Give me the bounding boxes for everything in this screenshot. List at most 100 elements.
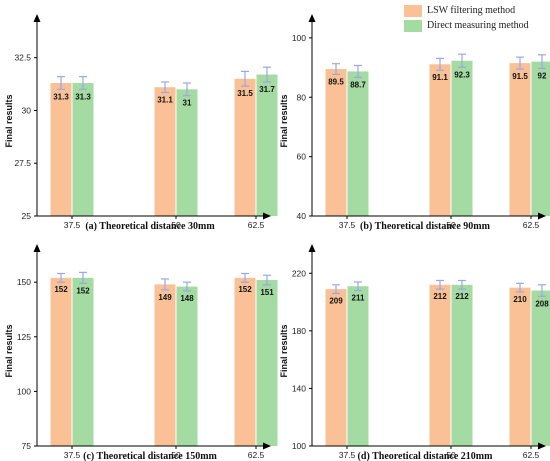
legend-swatch-lsw — [404, 4, 422, 17]
errorbar-b-direct-1 — [458, 53, 466, 68]
y-tick-label-c-0: 75 — [22, 441, 32, 451]
y-tick-label-b-0: 40 — [297, 211, 307, 221]
data-label-b-lsw-2: 91.5 — [512, 72, 528, 81]
x-tick-label-b-1: 50 — [446, 220, 456, 230]
errorbar-d-lsw-1 — [436, 279, 444, 290]
bar-d-lsw-2 — [509, 287, 531, 446]
data-label-b-direct-0: 88.7 — [350, 80, 366, 89]
y-tick-label-b-1: 60 — [297, 152, 307, 162]
bar-a-direct-1 — [176, 89, 198, 216]
y-tick-label-c-3: 150 — [17, 277, 31, 287]
errorbar-b-direct-2 — [538, 54, 546, 70]
x-axis-arrow-c — [263, 442, 271, 450]
x-tick-label-c-1: 50 — [171, 450, 181, 460]
errorbar-c-direct-0 — [79, 271, 87, 284]
chart-panel-b: 89.5 91.1 91.5 88.7 92.3 92 40 60 80 100 37.5 50 62.… — [279, 14, 550, 232]
bar-d-lsw-1 — [429, 284, 451, 446]
bar-b-lsw-2 — [509, 63, 531, 216]
errorbar-b-direct-0 — [354, 64, 362, 78]
errorbar-c-lsw-1 — [161, 278, 169, 291]
y-tick-label-c-2: 125 — [17, 332, 31, 342]
data-label-a-lsw-1: 31.1 — [157, 96, 173, 105]
legend: LSW filtering method Direct measuring me… — [404, 3, 529, 33]
x-tick-label-d-0: 37.5 — [339, 450, 356, 460]
chart-panel-a: 31.3 31.1 31.5 31.3 31 31.7 25 27.5 30 32.5 37.5 50… — [4, 14, 278, 232]
x-tick-label-c-2: 62.5 — [248, 450, 265, 460]
data-label-a-direct-1: 31 — [183, 99, 192, 108]
data-label-c-lsw-0: 152 — [54, 285, 68, 294]
x-tick-label-d-1: 50 — [446, 450, 456, 460]
errorbar-c-direct-1 — [183, 281, 191, 292]
data-label-c-direct-0: 152 — [76, 286, 90, 295]
y-tick-label-d-1: 140 — [292, 383, 306, 393]
errorbar-c-lsw-0 — [57, 272, 65, 283]
data-label-d-lsw-0: 209 — [329, 296, 343, 305]
legend-label-direct: Direct measuring method — [427, 20, 529, 31]
y-tick-label-a-2: 30 — [22, 105, 32, 115]
bar-a-lsw-2 — [234, 78, 256, 217]
y-tick-label-d-3: 220 — [292, 268, 306, 278]
y-axis-title-d: Final results — [279, 324, 289, 377]
y-axis-title-a: Final results — [4, 94, 14, 147]
y-tick-label-a-3: 32.5 — [14, 53, 31, 63]
x-tick-label-a-1: 50 — [171, 220, 181, 230]
legend-swatch-direct — [404, 19, 422, 32]
data-label-a-direct-0: 31.3 — [75, 92, 91, 101]
x-tick-label-a-2: 62.5 — [248, 220, 265, 230]
errorbar-a-direct-0 — [79, 76, 87, 90]
data-label-b-direct-1: 92.3 — [454, 70, 470, 79]
y-axis-title-b: Final results — [279, 94, 289, 147]
bar-b-lsw-0 — [325, 69, 347, 216]
data-label-a-lsw-0: 31.3 — [53, 92, 69, 101]
errorbar-a-direct-1 — [183, 82, 191, 97]
y-axis-arrow-d — [308, 244, 316, 252]
errorbar-b-lsw-2 — [516, 56, 524, 70]
errorbar-d-direct-1 — [458, 279, 466, 290]
chart-panel-c: 152 149 152 152 148 151 75 100 125 150 37.5 50 62.5 F… — [4, 244, 278, 461]
bar-c-direct-0 — [72, 277, 94, 446]
errorbar-a-lsw-1 — [161, 81, 169, 94]
panel-title-a: (a) Theoretical distance 30mm — [85, 221, 215, 232]
data-label-c-lsw-2: 152 — [238, 285, 252, 294]
bar-a-lsw-0 — [50, 83, 72, 216]
data-label-b-direct-2: 92 — [538, 71, 547, 80]
x-tick-label-b-0: 37.5 — [339, 220, 356, 230]
bar-c-direct-1 — [176, 286, 198, 446]
y-tick-label-a-1: 27.5 — [14, 158, 31, 168]
y-axis-arrow-a — [33, 14, 41, 22]
bar-b-direct-1 — [451, 60, 473, 216]
x-axis-arrow-a — [263, 212, 271, 220]
x-tick-label-c-0: 37.5 — [64, 450, 81, 460]
errorbar-b-lsw-1 — [436, 57, 444, 71]
x-axis-arrow-b — [538, 212, 546, 220]
errorbar-d-direct-2 — [538, 284, 546, 297]
data-label-b-lsw-0: 89.5 — [328, 77, 344, 86]
bar-c-lsw-1 — [154, 284, 176, 446]
x-tick-label-d-2: 62.5 — [523, 450, 540, 460]
y-axis-title-c: Final results — [4, 324, 14, 377]
panel-title-b: (b) Theoretical distance 90mm — [360, 221, 491, 232]
bar-d-direct-2 — [531, 290, 550, 446]
data-label-a-direct-2: 31.7 — [259, 85, 275, 94]
errorbar-a-lsw-0 — [57, 76, 65, 90]
data-label-a-lsw-2: 31.5 — [237, 89, 253, 98]
legend-item-lsw: LSW filtering method — [404, 3, 529, 18]
y-tick-label-b-2: 80 — [297, 92, 307, 102]
y-tick-label-c-1: 100 — [17, 386, 31, 396]
bar-c-direct-2 — [256, 280, 278, 446]
chart-panel-d: 209 212 210 211 212 208 100 140 180 220 37.5 50 62.5… — [279, 244, 550, 461]
data-label-d-lsw-1: 212 — [433, 292, 447, 301]
panel-title-d: (d) Theoretical distance 210mm — [358, 451, 494, 461]
y-tick-label-b-3: 100 — [292, 33, 306, 43]
errorbar-b-lsw-0 — [332, 63, 340, 75]
y-tick-label-d-2: 180 — [292, 326, 306, 336]
data-label-d-direct-1: 212 — [455, 292, 469, 301]
errorbar-c-lsw-2 — [241, 272, 249, 283]
data-label-b-lsw-1: 91.1 — [432, 73, 448, 82]
x-tick-label-a-0: 37.5 — [64, 220, 81, 230]
panel-title-c: (c) Theoretical distance 150mm — [83, 451, 217, 461]
data-label-d-direct-0: 211 — [352, 294, 365, 303]
bar-b-lsw-1 — [429, 64, 451, 216]
errorbar-d-lsw-0 — [332, 284, 340, 295]
